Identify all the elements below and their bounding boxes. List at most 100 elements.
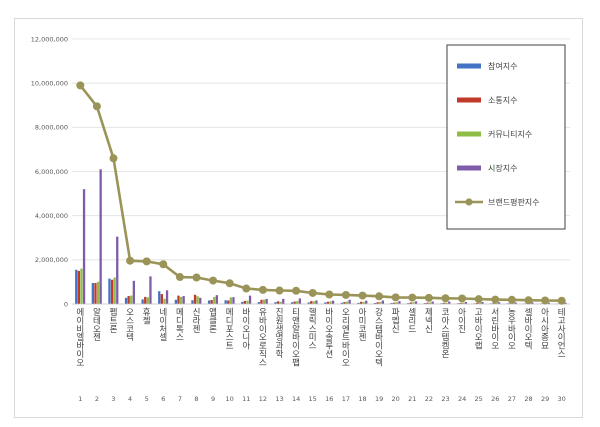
- bars: [75, 169, 567, 305]
- bar: [293, 301, 296, 304]
- bar: [331, 300, 335, 304]
- bar: [412, 302, 415, 304]
- bar: [431, 301, 434, 304]
- bar: [146, 297, 149, 304]
- line-point: [142, 257, 151, 266]
- bar: [116, 236, 119, 304]
- bar: [75, 269, 78, 304]
- bar: [91, 283, 94, 304]
- bar: [127, 296, 130, 304]
- line-point: [541, 296, 550, 305]
- bar: [196, 296, 199, 304]
- bar: [80, 268, 83, 304]
- bar: [276, 301, 280, 304]
- bar: [514, 302, 517, 304]
- x-tick-label: 14: [292, 395, 300, 403]
- y-tick-label: 10,000,000: [31, 79, 68, 87]
- x-tick-label: 1: [78, 395, 82, 403]
- bar: [448, 301, 451, 304]
- bar: [307, 302, 310, 304]
- bar: [462, 302, 465, 304]
- y-axis-ticks: 0 2,000,000 4,000,000 6,000,000 8,000,000 10,…: [31, 35, 68, 308]
- bar: [77, 270, 80, 304]
- chart-frame: 0 2,000,000 4,000,000 6,000,000 8,000,000 10,…: [14, 18, 583, 418]
- bar: [213, 296, 216, 304]
- y-tick-label: 8,000,000: [35, 124, 68, 132]
- bar: [262, 299, 266, 304]
- bar: [227, 300, 230, 304]
- legend-label: 소통지수: [488, 96, 517, 105]
- line-point: [524, 296, 533, 305]
- bar: [296, 301, 299, 304]
- bar: [193, 294, 197, 304]
- line-point: [507, 295, 516, 304]
- x-tick-label: 3: [111, 395, 115, 403]
- bar: [478, 302, 481, 304]
- bar: [207, 300, 211, 304]
- bar: [398, 301, 401, 304]
- x-tick-label: 20: [392, 395, 400, 403]
- legend-swatch: [457, 97, 481, 103]
- line-point: [209, 276, 218, 285]
- y-tick-label: 2,000,000: [35, 256, 68, 264]
- bar: [362, 301, 365, 304]
- x-tick-label: 16: [325, 395, 333, 403]
- bar: [409, 302, 412, 304]
- x-tick-label: 13: [275, 395, 283, 403]
- x-tick-label: 7: [178, 395, 182, 403]
- bar: [177, 295, 180, 304]
- bar: [509, 303, 512, 304]
- line-point: [458, 294, 467, 303]
- bar: [395, 302, 398, 304]
- bar: [359, 301, 363, 304]
- x-tick-label: 11: [242, 395, 250, 403]
- legend-label: 커뮤니티지수: [488, 129, 532, 139]
- bar: [248, 295, 252, 304]
- bar: [357, 302, 360, 304]
- line-point: [408, 293, 417, 302]
- bar: [531, 302, 534, 304]
- bar: [141, 299, 144, 304]
- line-point: [441, 294, 450, 303]
- bar: [215, 295, 218, 304]
- legend-label: 브랜드평판지수: [488, 197, 540, 207]
- bar: [124, 297, 128, 304]
- bar: [243, 300, 246, 304]
- x-tick-label: 4: [128, 395, 132, 403]
- bar: [229, 297, 232, 304]
- bar: [407, 303, 410, 304]
- bar: [130, 295, 133, 304]
- bar: [191, 300, 194, 304]
- bar: [279, 301, 282, 304]
- line-point: [358, 291, 367, 300]
- legend-swatch: [457, 131, 481, 137]
- line-point: [275, 286, 284, 295]
- x-tick-label: 21: [408, 395, 416, 403]
- bar: [445, 302, 448, 304]
- bar: [165, 290, 169, 304]
- x-tick-label: 9: [211, 395, 215, 403]
- legend-label: 시장지수: [488, 163, 517, 173]
- bar: [110, 279, 114, 304]
- bar: [298, 298, 301, 304]
- x-tick-label: 28: [524, 395, 532, 403]
- legend-swatch: [457, 63, 481, 69]
- line-point: [341, 290, 350, 299]
